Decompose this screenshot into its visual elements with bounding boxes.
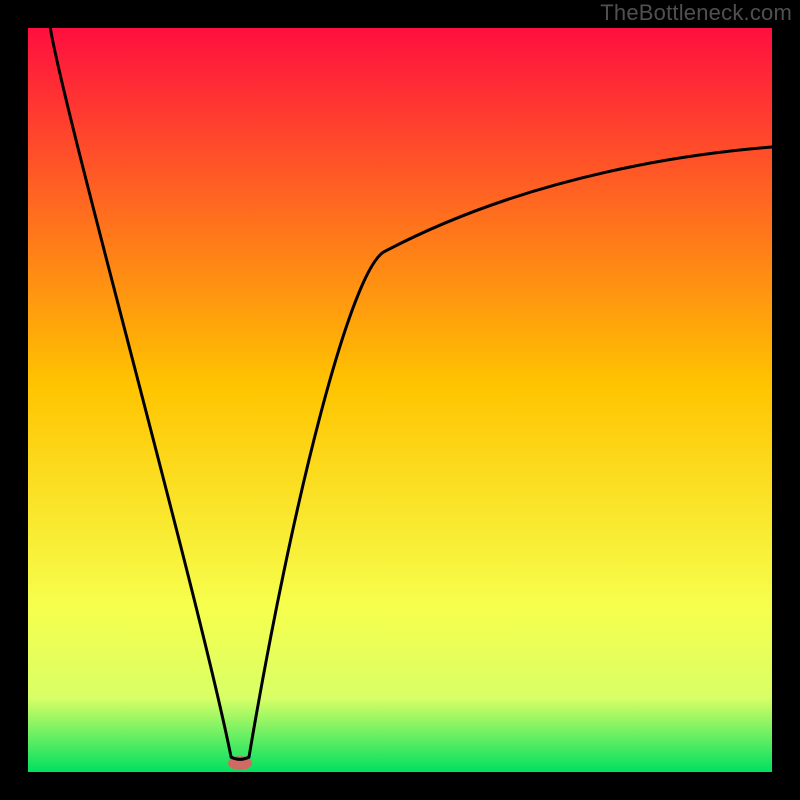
attribution-label: TheBottleneck.com <box>600 0 792 26</box>
plot-background <box>28 28 772 772</box>
bottleneck-chart <box>0 0 800 800</box>
